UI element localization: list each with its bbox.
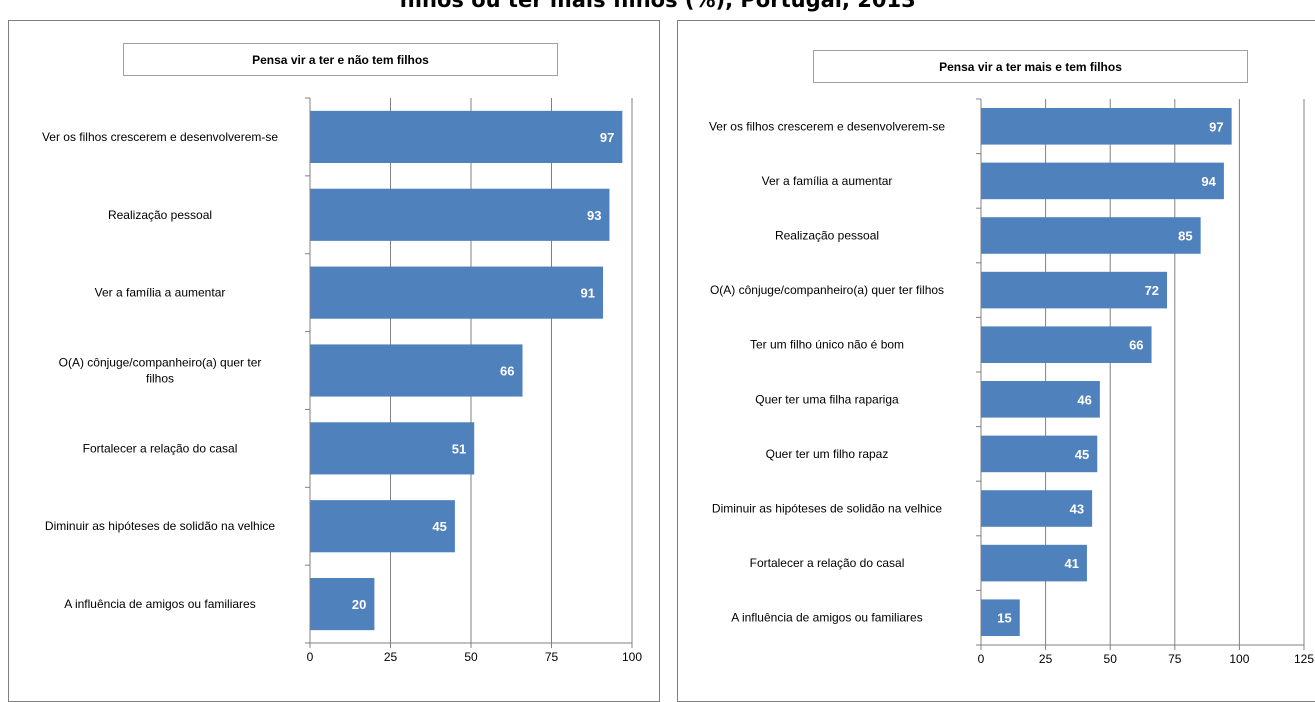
right-bar-1	[981, 162, 1224, 200]
right-category-label-1: Ver a família a aumentar	[762, 174, 893, 188]
chart-title-right: Pensa vir a ter mais e tem filhos	[813, 50, 1248, 83]
left-category-label-0: Ver os filhos crescerem e desenvolverem-…	[42, 130, 278, 144]
right-bar-value-2: 85	[1178, 229, 1192, 244]
left-x-tick-label-0: 0	[307, 650, 314, 664]
right-bar-value-9: 15	[997, 611, 1011, 626]
left-bar-0	[310, 110, 623, 164]
left-category-label-3-1: filhos	[146, 372, 174, 386]
left-x-tick-label-1: 25	[384, 650, 398, 664]
bar-chart-left: 97 Ver os filhos crescerem e desenvolvere…	[42, 97, 642, 664]
left-bar-2	[310, 266, 604, 319]
left-bar-value-1: 93	[587, 208, 601, 223]
right-category-label-3: O(A) cônjuge/companheiro(a) quer ter fil…	[710, 283, 944, 297]
left-category-label-2: Ver a família a aumentar	[95, 286, 226, 300]
right-category-label-2: Realização pessoal	[775, 229, 879, 243]
right-bar-value-8: 41	[1064, 556, 1078, 571]
left-bar-value-4: 51	[452, 441, 466, 456]
right-bar-value-4: 66	[1129, 338, 1143, 353]
left-bar-5	[310, 500, 455, 553]
right-bar-value-3: 72	[1145, 283, 1159, 298]
left-bar-value-2: 91	[581, 286, 595, 301]
right-bar-value-0: 97	[1209, 119, 1223, 134]
right-category-label-6: Quer ter um filho rapaz	[766, 447, 889, 461]
right-bar-5	[981, 381, 1100, 418]
left-bar-value-0: 97	[600, 130, 614, 145]
right-category-label-7: Diminuir as hipóteses de solidão na velh…	[712, 502, 942, 516]
left-bar-value-3: 66	[500, 364, 514, 379]
left-bar-1	[310, 188, 610, 241]
right-bar-8	[981, 544, 1087, 582]
chart-title-left: Pensa vir a ter e não tem filhos	[123, 43, 558, 76]
right-x-tick-label-1: 25	[1039, 652, 1053, 666]
right-bar-7	[981, 490, 1093, 527]
right-bar-3	[981, 271, 1168, 309]
right-bar-6	[981, 435, 1098, 473]
left-bar-6	[310, 577, 375, 631]
left-bar-value-6: 20	[352, 597, 366, 612]
right-category-label-0: Ver os filhos crescerem e desenvolverem-…	[709, 119, 945, 133]
right-x-tick-label-2: 50	[1104, 652, 1118, 666]
right-bar-value-6: 45	[1075, 447, 1089, 462]
left-bar-3	[310, 344, 523, 397]
left-bar-value-5: 45	[432, 519, 446, 534]
right-category-label-5: Quer ter uma filha rapariga	[755, 392, 899, 406]
left-x-tick-label-4: 100	[622, 650, 642, 664]
left-x-tick-label-2: 50	[464, 650, 478, 664]
left-category-label-6: A influência de amigos ou familiares	[64, 597, 255, 611]
page-title: filhos ou ter mais filhos (%), Portugal,…	[399, 0, 916, 12]
left-category-label-1: Realização pessoal	[108, 208, 212, 222]
right-bar-2	[981, 217, 1201, 254]
right-bar-value-7: 43	[1070, 502, 1084, 517]
right-bar-9	[981, 599, 1020, 636]
left-category-label-5: Diminuir as hipóteses de solidão na velh…	[45, 519, 275, 533]
right-x-tick-label-3: 75	[1168, 652, 1182, 666]
right-category-label-4: Ter um filho único não é bom	[750, 338, 904, 352]
right-bar-value-1: 94	[1201, 174, 1216, 189]
chart-panel-right: Pensa vir a ter mais e tem filhos 97 Ver …	[677, 20, 1315, 702]
right-bar-value-5: 46	[1077, 392, 1091, 407]
right-x-tick-label-5: 125	[1294, 652, 1314, 666]
right-category-label-9: A influência de amigos ou familiares	[731, 611, 922, 625]
right-category-label-8: Fortalecer a relação do casal	[750, 556, 905, 570]
right-x-tick-label-4: 100	[1229, 652, 1249, 666]
bar-chart-right: 97 Ver os filhos crescerem e desenvolvere…	[709, 98, 1314, 666]
left-x-tick-label-3: 75	[545, 650, 559, 664]
right-bar-0	[981, 108, 1232, 145]
right-bar-4	[981, 326, 1152, 363]
right-x-tick-label-0: 0	[978, 652, 985, 666]
left-category-label-3-0: O(A) cônjuge/companheiro(a) quer ter	[59, 356, 262, 370]
left-bar-4	[310, 422, 475, 475]
chart-panel-left: Pensa vir a ter e não tem filhos 97 Ver o…	[8, 20, 660, 702]
left-category-label-4: Fortalecer a relação do casal	[83, 441, 238, 455]
